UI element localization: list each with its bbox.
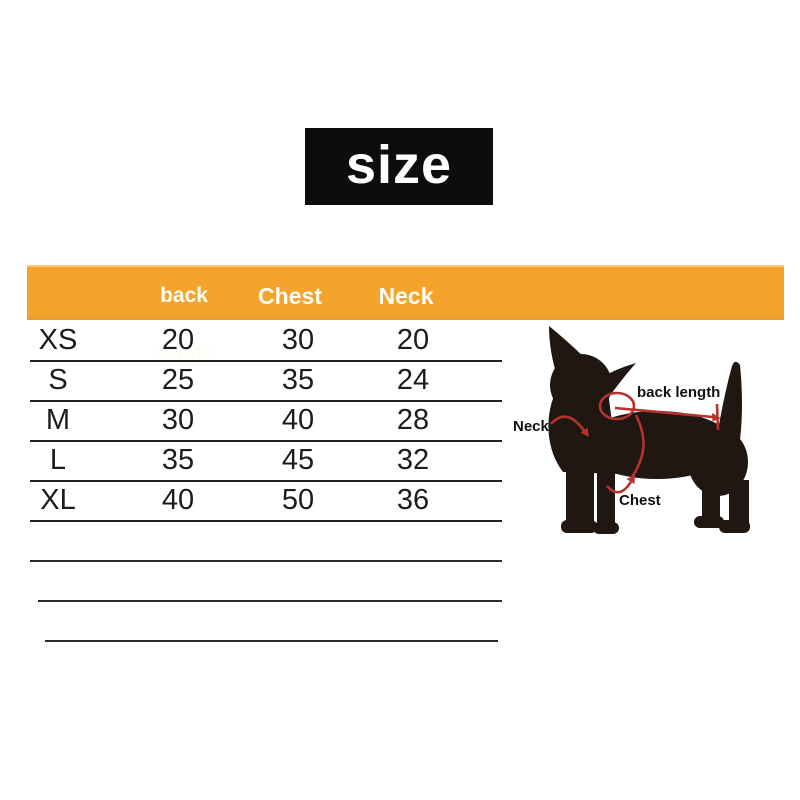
dog-rear-leg-near (729, 480, 749, 530)
back-length-value: 35 (161, 444, 195, 476)
neck-girth-loop (598, 391, 636, 421)
empty-row-line (38, 600, 502, 602)
dog-front-leg-far (597, 460, 615, 532)
chest-arrowhead (626, 475, 635, 484)
chest-value: 40 (281, 404, 315, 436)
dog-rear-paw-near (719, 520, 750, 533)
neck-arrow-curve (550, 415, 587, 433)
dog-measurement-diagram: Neck back length Chest (505, 320, 790, 565)
dog-front-paw (561, 520, 597, 533)
column-header-back-length: back length (152, 284, 216, 365)
dog-diagram-canvas (548, 326, 750, 534)
neck-value: 36 (396, 484, 430, 516)
size-label: M (45, 404, 71, 436)
chest-value: 30 (281, 324, 315, 356)
page-title: size (305, 128, 493, 205)
empty-row-line (30, 560, 502, 562)
neck-value: 20 (396, 324, 430, 356)
back-length-arrowhead (712, 413, 721, 422)
back-length-arrow-line (614, 406, 714, 419)
size-label: L (49, 444, 67, 476)
back-length-value: 40 (161, 484, 195, 516)
size-table-header: back length Chest Neck (27, 265, 784, 365)
size-label: S (48, 364, 68, 396)
column-header-chest: Chest (258, 283, 322, 309)
dog-rear-leg-far (702, 475, 720, 525)
arrowheads (580, 413, 721, 484)
chest-value: 45 (281, 444, 315, 476)
table-row-xl: XL 40 50 36 (30, 480, 502, 522)
dog-front-leg (566, 450, 594, 530)
back-length-value: 25 (161, 364, 195, 396)
table-row-l: L 35 45 32 (30, 440, 502, 482)
chest-measure-label: Chest (619, 492, 661, 509)
neck-value: 32 (396, 444, 430, 476)
back-length-measure-label: back length (637, 384, 721, 401)
neck-measure-label: Neck (513, 418, 549, 435)
empty-row-line (45, 640, 498, 642)
dog-rear-paw-far (694, 516, 724, 528)
table-row-xs: XS 20 30 20 (30, 320, 502, 362)
table-row-m: M 30 40 28 (30, 400, 502, 442)
dog-tail (717, 361, 742, 443)
neck-value: 28 (396, 404, 430, 436)
neck-value: 24 (396, 364, 430, 396)
dog-front-paw-far (593, 522, 619, 534)
back-length-value: 20 (161, 324, 195, 356)
back-length-value: 30 (161, 404, 195, 436)
size-label: XS (38, 324, 78, 356)
column-header-neck: Neck (378, 283, 434, 309)
chest-value: 35 (281, 364, 315, 396)
chest-value: 50 (281, 484, 315, 516)
measurement-arrows (550, 391, 720, 494)
chest-measure-line (630, 414, 645, 478)
neck-arrowhead (580, 427, 589, 437)
chest-arc (606, 479, 634, 494)
table-row-s: S 25 35 24 (30, 360, 502, 402)
size-label: XL (40, 484, 76, 516)
